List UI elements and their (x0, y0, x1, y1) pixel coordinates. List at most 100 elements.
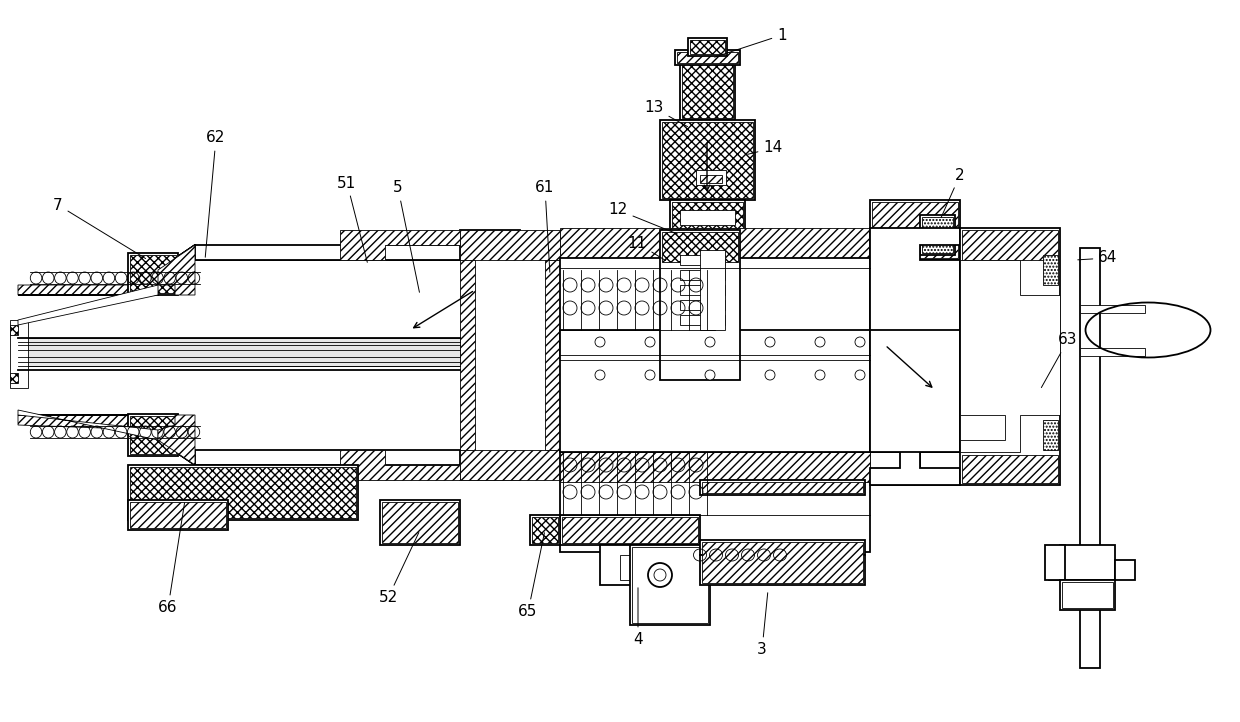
Bar (130, 416, 176, 454)
Polygon shape (19, 410, 157, 440)
Bar (662, 232, 738, 262)
Polygon shape (19, 285, 157, 325)
Polygon shape (195, 245, 460, 260)
Bar (560, 515, 701, 545)
Text: 3: 3 (758, 593, 768, 658)
Text: 14: 14 (748, 141, 782, 155)
Bar (529, 515, 560, 545)
Bar (546, 260, 560, 450)
Bar (1061, 582, 1114, 608)
Bar (1080, 248, 1100, 668)
Text: 13: 13 (645, 100, 687, 126)
Bar (680, 285, 725, 295)
Circle shape (645, 370, 655, 380)
Bar (696, 170, 725, 185)
Bar (1043, 255, 1058, 285)
Bar (382, 502, 458, 543)
Bar (680, 270, 725, 280)
Bar (128, 465, 358, 520)
Bar (675, 50, 740, 65)
Text: 64: 64 (1078, 251, 1117, 266)
Text: 62: 62 (206, 131, 226, 257)
Bar (1080, 305, 1145, 313)
Bar (460, 230, 560, 260)
Bar (1060, 545, 1115, 580)
Bar (560, 228, 870, 258)
Polygon shape (870, 228, 960, 485)
Text: 51: 51 (337, 175, 367, 262)
Bar (680, 55, 735, 120)
Bar (672, 202, 743, 228)
Bar (460, 260, 475, 450)
Polygon shape (19, 415, 195, 465)
Circle shape (815, 337, 825, 347)
Bar (701, 250, 725, 330)
Bar (962, 455, 1058, 483)
Bar (1080, 348, 1145, 356)
Bar (620, 555, 680, 580)
Bar (662, 122, 753, 198)
Text: 7: 7 (53, 198, 145, 258)
Bar (920, 215, 955, 255)
Bar (128, 253, 179, 295)
Polygon shape (19, 415, 520, 480)
Circle shape (706, 370, 715, 380)
Polygon shape (870, 228, 960, 485)
Polygon shape (19, 338, 460, 366)
Bar (677, 52, 738, 63)
Bar (130, 255, 176, 293)
Bar (1048, 555, 1063, 580)
Bar (460, 450, 560, 480)
Text: 4: 4 (634, 588, 642, 648)
Bar (1043, 338, 1058, 376)
Polygon shape (340, 230, 460, 260)
Polygon shape (960, 268, 1055, 445)
Circle shape (856, 370, 866, 380)
Bar (701, 480, 866, 495)
Bar (128, 414, 179, 456)
Text: 12: 12 (609, 202, 677, 234)
Circle shape (649, 563, 672, 587)
Bar (130, 502, 226, 528)
Bar (1045, 545, 1065, 580)
Bar (128, 500, 228, 530)
Bar (562, 517, 698, 543)
Bar (10, 320, 29, 388)
Bar (532, 517, 558, 543)
Polygon shape (157, 415, 195, 465)
Bar (923, 217, 954, 253)
Bar (10, 373, 19, 383)
Polygon shape (157, 245, 195, 295)
Bar (630, 545, 711, 625)
Text: 61: 61 (536, 180, 554, 272)
Bar (680, 300, 725, 310)
Bar (960, 228, 1060, 485)
Bar (560, 258, 870, 358)
Circle shape (595, 370, 605, 380)
Bar (962, 230, 1058, 260)
Bar (1115, 560, 1135, 580)
Bar (560, 452, 870, 552)
Bar (701, 555, 866, 585)
Bar (682, 57, 733, 118)
Circle shape (645, 337, 655, 347)
Bar (600, 545, 701, 585)
Polygon shape (960, 260, 1060, 452)
Bar (689, 40, 725, 54)
Polygon shape (340, 450, 460, 480)
Bar (702, 542, 863, 583)
Bar (680, 255, 725, 265)
Bar (10, 325, 19, 335)
Bar (870, 330, 960, 452)
Bar (379, 500, 460, 545)
Text: 66: 66 (159, 503, 185, 615)
Polygon shape (19, 230, 520, 295)
Bar (680, 210, 735, 225)
Text: 1: 1 (714, 27, 787, 57)
Circle shape (815, 370, 825, 380)
Bar (130, 467, 356, 518)
Bar (660, 230, 740, 380)
Bar (560, 330, 870, 452)
Text: 63: 63 (1042, 333, 1078, 388)
Circle shape (765, 370, 775, 380)
